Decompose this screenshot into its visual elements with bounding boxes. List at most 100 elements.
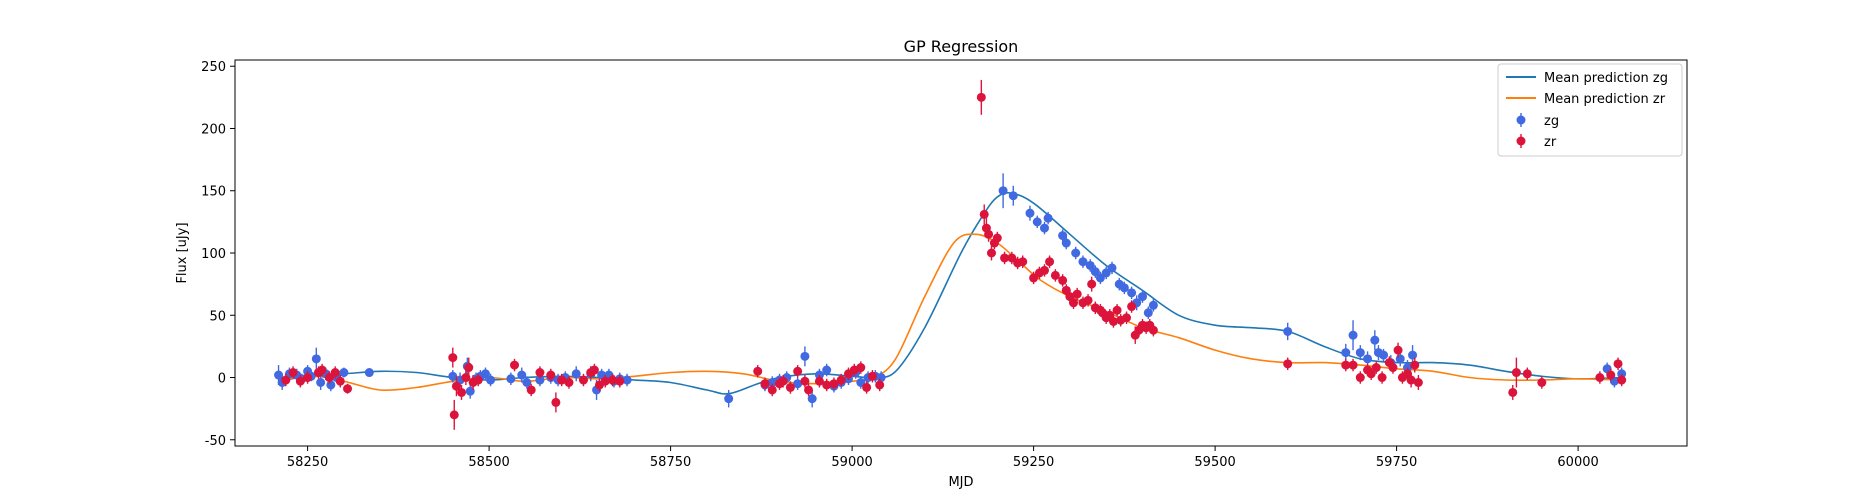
data-point-zg — [822, 365, 832, 375]
x-tick-label: 58750 — [650, 455, 691, 470]
data-point-zr — [546, 370, 556, 380]
series-line-mean-prediction-zg — [278, 192, 1622, 395]
data-point-zg — [767, 377, 777, 387]
data-point-zr — [1613, 359, 1623, 369]
axis-ticks: 58250 58500 58750 59000 59250 59500 59750 60000… — [201, 60, 1599, 470]
legend-swatch-zg-marker — [1516, 115, 1526, 125]
data-point-zr — [343, 384, 353, 394]
data-point-zr — [836, 375, 846, 385]
data-point-zg — [1090, 267, 1100, 277]
data-point-zr — [1348, 360, 1358, 370]
data-point-zr — [767, 385, 777, 395]
data-point-zr — [1050, 270, 1060, 280]
data-point-zr — [1595, 373, 1605, 383]
data-point-zg — [1395, 354, 1405, 364]
legend-label-zr: zr — [1544, 135, 1557, 150]
data-point-zr — [984, 229, 994, 239]
y-tick-label: 100 — [201, 247, 226, 262]
x-tick-label: 59000 — [831, 455, 872, 470]
data-point-zr — [448, 353, 458, 363]
data-point-zg — [364, 368, 374, 378]
y-tick-label: 50 — [209, 309, 226, 324]
data-point-zg — [1107, 263, 1117, 273]
data-point-zr — [615, 376, 625, 386]
data-point-zg — [1283, 326, 1293, 336]
data-point-zg — [1078, 257, 1088, 267]
y-tick-label: 0 — [218, 372, 226, 387]
x-tick-label: 59500 — [1194, 455, 1235, 470]
data-point-zg — [1032, 217, 1042, 227]
data-point-zr — [793, 366, 803, 376]
data-point-zg — [622, 375, 632, 385]
data-point-zr — [288, 368, 298, 378]
data-point-zg — [800, 351, 810, 361]
y-tick-label: -50 — [205, 434, 226, 449]
data-point-zg — [506, 374, 516, 384]
data-point-zr — [1366, 369, 1376, 379]
data-point-zr — [986, 248, 996, 258]
data-point-zr — [785, 382, 795, 392]
data-point-zg — [1370, 335, 1380, 345]
data-point-zg — [1143, 308, 1153, 318]
data-point-zr — [589, 365, 599, 375]
data-point-zr — [867, 371, 877, 381]
data-point-zr — [760, 379, 770, 389]
data-point-zg — [1061, 238, 1071, 248]
data-point-zr — [976, 92, 986, 102]
data-point-zg — [571, 369, 581, 379]
y-tick-label: 150 — [201, 185, 226, 200]
data-point-zr — [526, 385, 536, 395]
y-axis-label: Flux [uJy] — [175, 222, 190, 283]
data-point-zr — [1393, 345, 1403, 355]
data-point-zg — [316, 377, 326, 387]
data-point-zr — [1283, 359, 1293, 369]
data-point-zr — [992, 233, 1002, 243]
data-point-zr — [1341, 360, 1351, 370]
plot-area — [274, 79, 1627, 430]
chart-title: GP Regression — [904, 37, 1019, 56]
data-point-zr — [856, 363, 866, 373]
data-point-zg — [311, 354, 321, 364]
axes-frame — [234, 59, 1688, 447]
y-tick-label: 200 — [201, 122, 226, 137]
data-point-zr — [564, 377, 574, 387]
data-point-zr — [1522, 369, 1532, 379]
data-point-zg — [1025, 208, 1035, 218]
data-point-zg — [1138, 292, 1147, 302]
data-point-zg — [1408, 350, 1418, 360]
data-point-zg — [1127, 288, 1137, 298]
data-point-zg — [724, 394, 734, 404]
legend: Mean prediction zg Mean prediction zr zg… — [1497, 63, 1683, 157]
data-point-zg — [339, 368, 349, 378]
x-tick-label: 58500 — [468, 455, 509, 470]
data-point-zg — [793, 379, 803, 389]
data-point-zr — [464, 363, 474, 373]
data-point-zr — [295, 376, 305, 386]
data-point-zr — [551, 397, 561, 407]
data-point-zg — [1341, 348, 1351, 358]
data-point-zg — [1363, 354, 1373, 364]
data-point-zr — [1537, 377, 1547, 387]
data-point-zg — [1039, 223, 1049, 233]
data-point-zr — [778, 376, 788, 386]
x-tick-label: 60000 — [1557, 455, 1598, 470]
data-point-zr — [1410, 360, 1420, 370]
data-point-zr — [330, 368, 340, 378]
x-tick-label: 59250 — [1013, 455, 1054, 470]
data-point-zr — [822, 380, 832, 390]
data-point-zr — [1045, 257, 1055, 267]
data-point-zr — [1072, 289, 1082, 299]
data-point-zg — [486, 375, 496, 385]
data-point-zr — [1371, 363, 1381, 373]
data-point-zr — [473, 375, 483, 385]
data-point-zr — [753, 366, 763, 376]
data-point-zr — [281, 375, 291, 385]
data-point-zr — [1355, 373, 1365, 383]
data-point-zr — [875, 380, 885, 390]
data-point-zr — [1127, 302, 1137, 312]
legend-label-zg-line: Mean prediction zg — [1544, 71, 1668, 86]
data-point-zg — [522, 377, 532, 387]
data-point-zr — [457, 387, 467, 397]
data-point-zr — [335, 376, 345, 386]
data-point-zr — [1148, 325, 1158, 335]
